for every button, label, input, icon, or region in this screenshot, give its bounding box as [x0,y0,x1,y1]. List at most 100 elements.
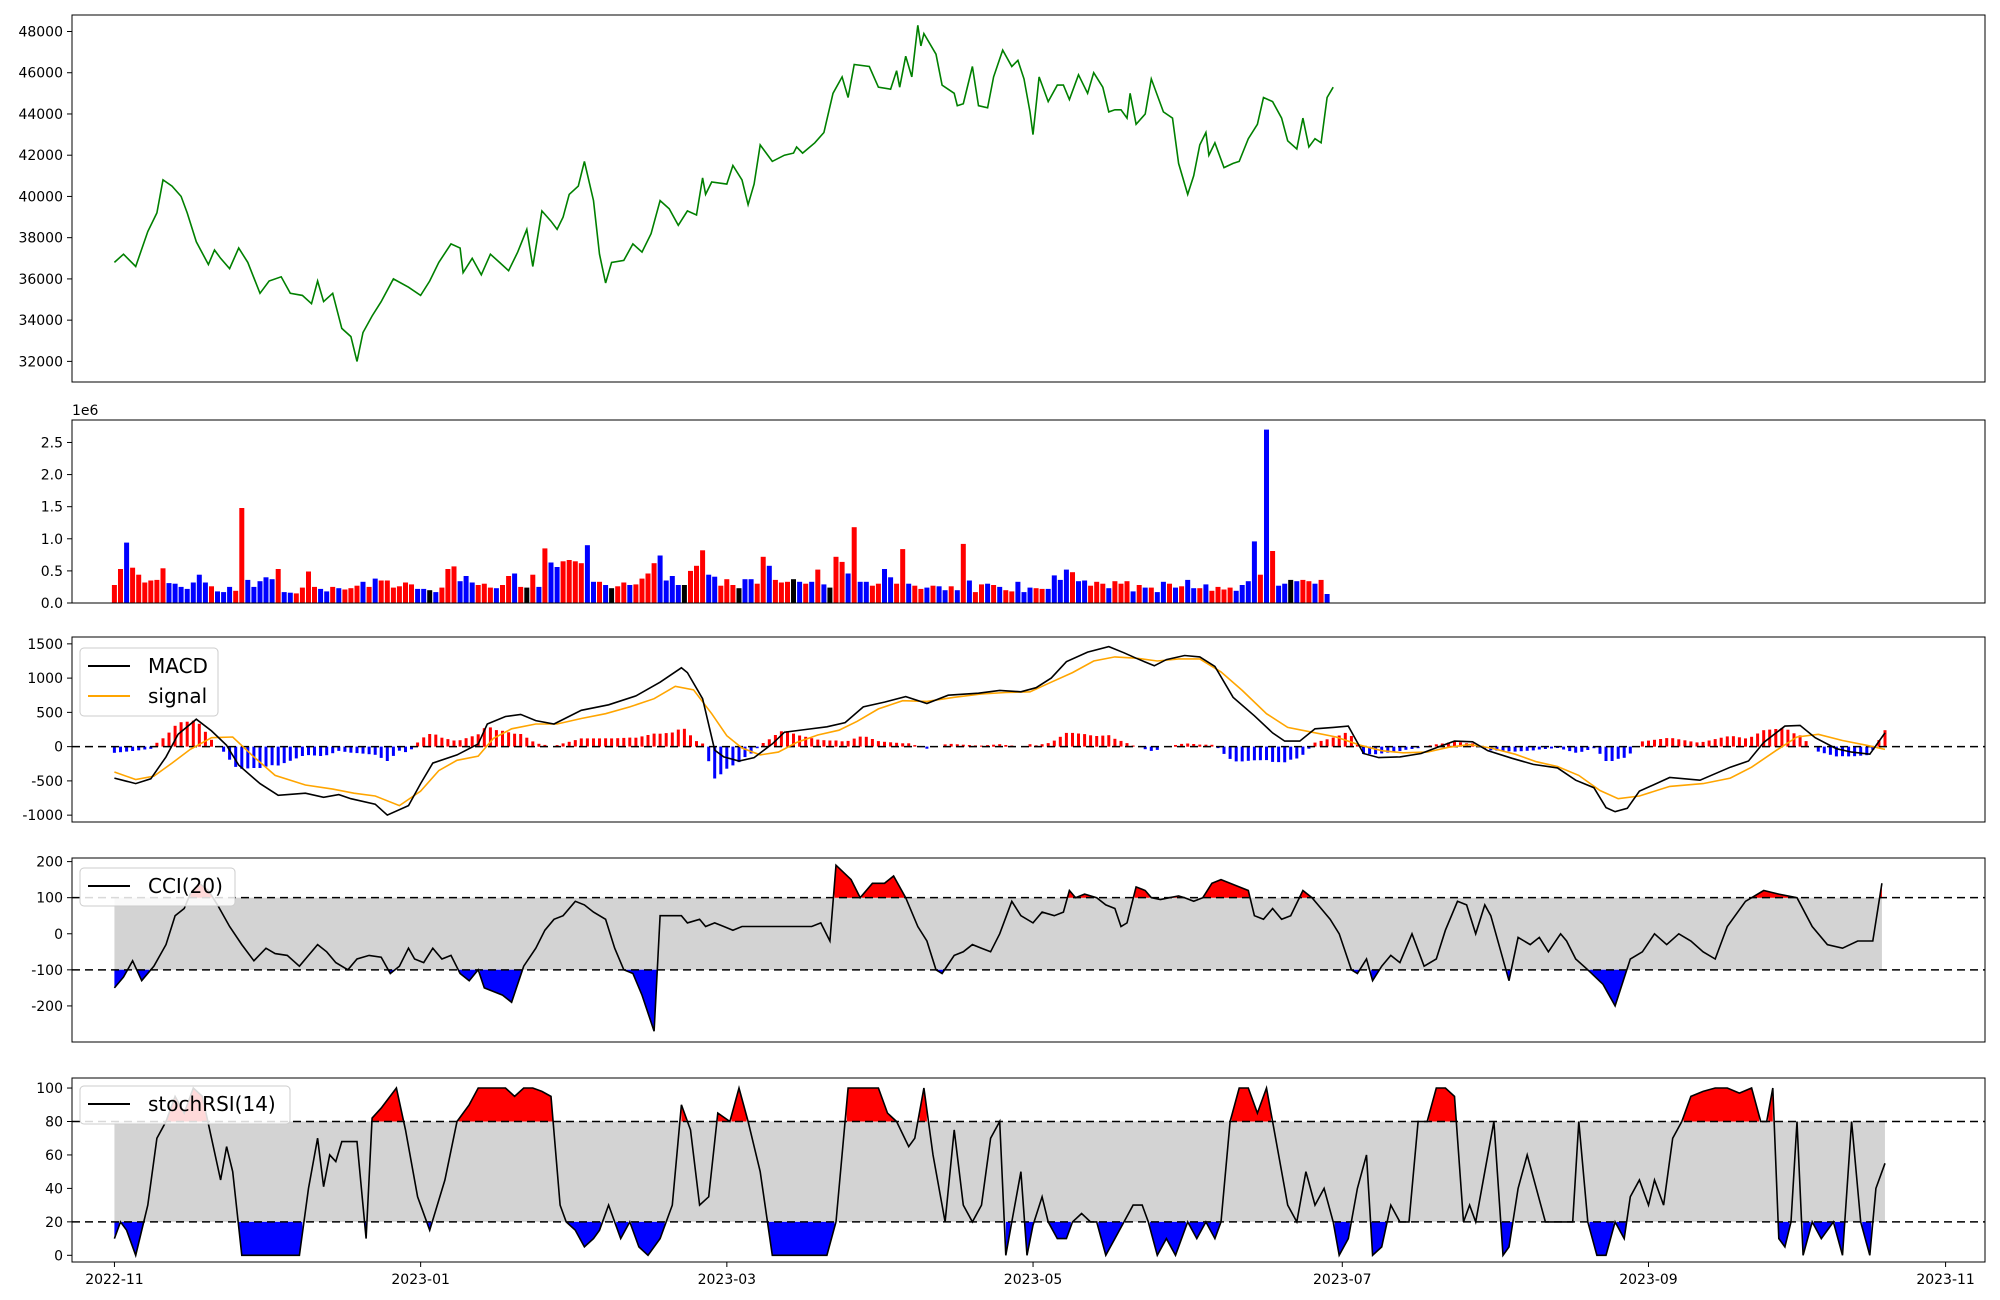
volume-bar [954,590,960,603]
volume-bar [1154,592,1160,603]
volume-bar [493,588,499,603]
cci-ytick-label: -100 [31,963,63,979]
macd-histogram-bar [961,744,965,747]
macd-histogram-bar [1610,746,1614,761]
macd-histogram-bar [1307,746,1311,749]
macd-histogram-bar [1434,744,1438,747]
macd-histogram-bar [476,734,480,747]
macd-histogram-bar [1265,746,1268,761]
macd-histogram-bar [282,746,286,764]
volume-bar [603,585,609,603]
volume-bar [1318,579,1324,603]
macd-histogram-bar [440,737,444,747]
macd-histogram-bar [197,723,201,747]
macd-series-line [114,645,1886,817]
volume-bar [1227,587,1233,603]
macd-histogram-bar [1071,732,1074,747]
macd-histogram-bar [925,746,929,749]
price-ytick-label: 46000 [18,66,63,82]
macd-histogram-bar [1392,746,1396,752]
volume-bar [833,556,839,603]
macd-histogram-bar [1404,746,1408,750]
volume-bar [209,586,214,603]
volume-bar [1203,584,1209,603]
macd-histogram-bar [858,736,862,747]
macd-histogram-bar [1774,729,1778,747]
volume-bar [293,593,299,603]
volume-bar [791,579,796,603]
volume-bar [1191,588,1197,603]
macd-histogram-bar [355,746,359,754]
macd-histogram-bar [1859,746,1863,756]
macd-histogram-bar [743,746,747,758]
volume-bar [1209,590,1215,603]
cci-legend-label: CCI(20) [148,874,223,898]
macd-histogram-bar [494,730,498,747]
signal-legend-label: signal [148,684,207,708]
volume-bar [390,587,396,603]
volume-bar [1148,587,1154,603]
volume-bar [487,587,493,603]
volume-bar [912,585,918,603]
cci-panel: -200 -100 0 100 200 CCI(20) [31,855,1986,1043]
volume-bar [469,582,475,603]
macd-histogram-bar [1616,746,1620,759]
cci-plot-frame [71,857,1986,1043]
macd-histogram-bar [1865,746,1869,756]
volume-bar [845,573,851,603]
volume-bar [257,581,263,603]
macd-histogram-bar [1707,740,1711,747]
volume-bar [924,587,930,603]
volume-bar [633,584,639,603]
volume-bar [900,549,906,603]
macd-histogram-bar [173,725,177,747]
macd-histogram-bar [1107,735,1111,747]
volume-bar [1276,585,1282,603]
macd-ytick-label: 500 [36,705,63,721]
macd-histogram-bar [1204,744,1208,747]
macd-histogram-bar [1446,742,1450,747]
macd-histogram-bar [1798,735,1802,747]
macd-histogram-bar [1580,746,1584,752]
macd-histogram-bar [452,740,456,747]
volume-bar [1312,583,1318,603]
volume-bar [1215,586,1221,603]
macd-histogram-bar [1822,746,1826,754]
macd-histogram-bar [446,739,450,747]
macd-histogram-bar [131,746,135,751]
macd-ytick-label: -1000 [22,808,63,824]
price-ytick-label: 48000 [18,24,63,40]
volume-bar [475,585,481,603]
volume-bar [663,580,669,603]
volume-bar [972,592,978,603]
macd-ytick-label: 1500 [27,637,63,653]
macd-histogram-bar [1028,744,1032,747]
macd-histogram-bar [1756,733,1760,747]
volume-bar [142,582,148,603]
volume-bar [409,584,414,603]
volume-bar [239,508,245,603]
volume-bar [421,588,427,603]
volume-bar [445,569,451,603]
macd-histogram-bar [1719,737,1723,747]
macd-histogram-bar [585,738,589,747]
volume-bar [451,566,457,603]
macd-histogram-bar [1537,746,1541,750]
macd-histogram-bar [749,746,753,754]
volume-bar [427,590,433,603]
price-panel: 32000 34000 36000 38000 40000 42000 44000 46000… [18,14,1986,383]
volume-bar [330,586,336,603]
macd-histogram-bar [955,744,959,747]
macd-histogram-bar [149,746,153,749]
macd-histogram-bar [998,744,1002,747]
macd-histogram-bar [325,746,329,756]
volume-bar [318,588,324,603]
macd-histogram-bar [222,746,226,752]
volume-bar [366,586,372,603]
macd-histogram-bar [992,744,996,747]
cci-overbought-fill [190,865,1882,898]
volume-bar [1039,588,1045,603]
volume-bar [1294,581,1300,603]
volume-bar [875,583,881,603]
macd-histogram-bar [1525,746,1529,751]
